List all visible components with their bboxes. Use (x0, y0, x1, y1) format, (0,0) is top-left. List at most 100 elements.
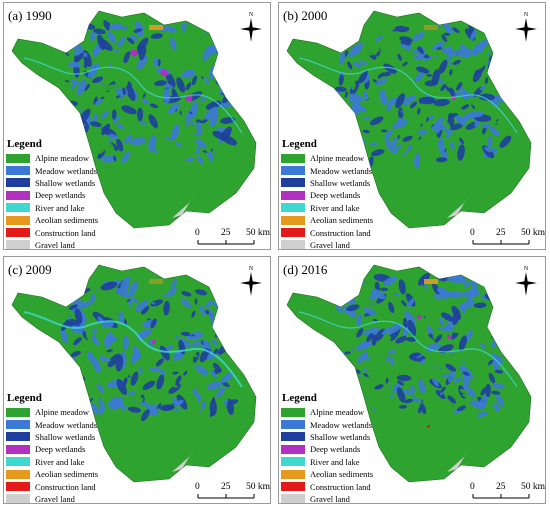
wetland-patch (453, 296, 467, 306)
wetland-patch (204, 77, 209, 85)
wetland-patch (127, 298, 133, 306)
wetland-patch (383, 63, 397, 74)
wetland-patch (488, 372, 496, 384)
wetland-patch (168, 383, 181, 394)
legend-swatch (281, 178, 305, 188)
wetland-patch (213, 150, 218, 153)
wetland-patch (62, 273, 71, 282)
wetland-patch (336, 304, 343, 314)
wetland-patch (363, 307, 377, 316)
wetland-patch (375, 36, 383, 41)
legend-swatch (6, 469, 30, 479)
wetland-patch (120, 276, 130, 292)
wetland-patch (496, 24, 499, 28)
wetland-patch (453, 376, 463, 383)
wetland-patch (385, 139, 398, 154)
wetland-patch (73, 37, 78, 46)
wetland-patch (227, 280, 234, 284)
wetland-patch (445, 55, 453, 61)
legend-swatch (6, 444, 30, 454)
legend-title: Legend (7, 392, 42, 404)
wetland-patch (501, 67, 511, 82)
wetland-patch (447, 371, 456, 383)
wetland-patch (359, 374, 362, 378)
legend-item-label: Shallow wetlands (35, 177, 96, 188)
wetland-patch (118, 311, 124, 324)
wetland-patch (477, 411, 488, 418)
wetland-patch (221, 40, 231, 56)
wetland-patch (384, 106, 388, 110)
wetland-patch (68, 61, 81, 68)
wetland-patch (91, 328, 99, 332)
wetland-patch (175, 335, 181, 341)
wetland-patch (80, 108, 83, 114)
wetland-patch (481, 123, 491, 129)
wetland-patch (163, 88, 171, 105)
wetland-patch (105, 331, 113, 349)
scale-label: 50 km (246, 482, 271, 492)
wetland-patch (93, 46, 98, 55)
wetland-patch (351, 280, 355, 286)
wetland-patch (140, 25, 145, 28)
legend-item: Shallow wetlands (6, 177, 121, 189)
wetland-patch (491, 390, 501, 395)
wetland-patch (227, 128, 231, 136)
wetland-patch (436, 287, 449, 296)
wetland-patch (402, 317, 408, 328)
wetland-patch (480, 342, 487, 349)
wetland-patch (356, 352, 368, 364)
wetland-patch (418, 136, 422, 140)
wetland-patch (104, 84, 120, 92)
wetland-patch (410, 38, 422, 51)
wetland-patch (479, 85, 487, 91)
land-cover-map (286, 264, 532, 483)
legend-item: Construction land (281, 226, 396, 238)
wetland-patch (140, 409, 150, 422)
wetland-patch (395, 93, 405, 109)
legend-item-label: Gravel land (310, 239, 350, 250)
wetland-patch (204, 106, 218, 120)
wetland-patch (197, 394, 201, 403)
wetland-patch (344, 313, 348, 316)
wetland-patch (399, 44, 410, 49)
wetland-patch (196, 122, 203, 137)
legend-swatch (6, 482, 30, 492)
wetland-patch (342, 306, 357, 318)
wetland-patch (115, 328, 121, 337)
wetland-patch (206, 381, 222, 390)
wetland-patch (490, 282, 505, 293)
wetland-patch (402, 135, 413, 142)
wetland-patch (172, 371, 179, 375)
legend-swatch (6, 190, 30, 200)
wetland-patch (400, 109, 404, 114)
wetland-patch (183, 370, 188, 376)
wetland-patch (223, 322, 231, 330)
wetland-patch (70, 82, 77, 89)
wetland-patch (63, 129, 70, 133)
wetland-patch (65, 52, 70, 57)
wetland-patch (67, 34, 73, 44)
wetland-patch (203, 314, 210, 318)
wetland-patch (61, 63, 67, 73)
wetland-patch (455, 273, 467, 285)
wetland-patch (445, 131, 452, 139)
wetland-patch (351, 347, 354, 352)
legend-swatch (6, 203, 30, 213)
wetland-patch (353, 104, 360, 117)
wetland-patch (75, 52, 84, 63)
legend-swatch (281, 482, 305, 492)
wetland-patch (457, 141, 461, 146)
wetland-patch (402, 61, 408, 67)
legend-item: Gravel land (281, 493, 396, 503)
wetland-patch (417, 321, 425, 332)
legend-swatch (281, 240, 305, 249)
wetland-patch (65, 377, 71, 385)
wetland-patch (366, 332, 374, 343)
wetland-patch (92, 357, 101, 373)
wetland-patch (176, 77, 186, 93)
legend-item-label: Gravel land (35, 493, 75, 504)
wetland-patch (388, 384, 392, 388)
wetland-patch (364, 91, 367, 97)
wetland-patch (390, 357, 395, 366)
wetland-patch (159, 345, 170, 361)
